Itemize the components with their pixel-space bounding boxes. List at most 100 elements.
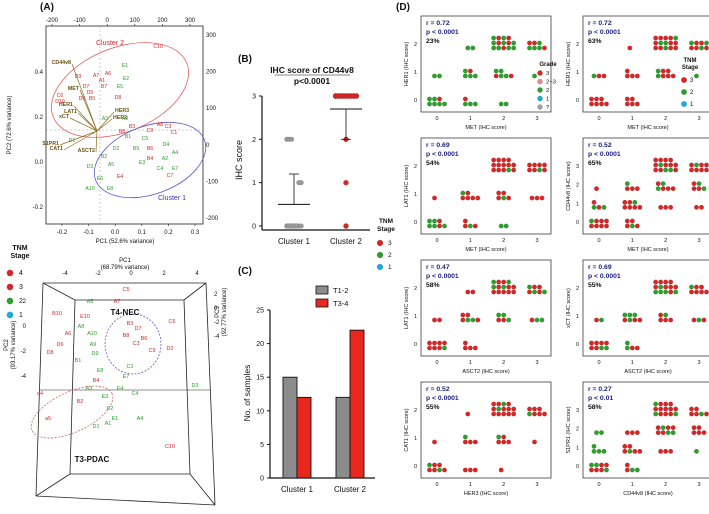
corr-data-point: [699, 167, 704, 173]
corr-data-point: [632, 204, 638, 210]
corr-data-point: [527, 289, 532, 295]
corr-data-point: [532, 73, 537, 79]
tnm-legend-d-title-line: Stage: [682, 65, 699, 71]
corr-data-point: [501, 284, 507, 290]
tnm-legend-a-swatch: [6, 283, 14, 291]
corr-data-point: [689, 40, 694, 46]
pca3d-sample-label: C10: [165, 444, 175, 450]
pca3d-sample-label: a4: [37, 391, 43, 397]
corr-data-point: [655, 181, 661, 187]
corr-data-point: [501, 411, 507, 417]
corr-data-point: [658, 401, 664, 407]
ihc-legend-swatch: [376, 251, 384, 259]
corr-data-point: [668, 448, 674, 454]
pca-x-tick-label: 0.2: [164, 230, 173, 236]
bar-legend-label: T3-4: [333, 299, 348, 308]
pca-sample-label: C1: [171, 130, 178, 136]
pca3d-sample-label: D6: [56, 342, 63, 348]
corr-data-point: [501, 439, 507, 445]
ihc-legend-swatch: [376, 263, 384, 271]
pca3d-box-edge: [35, 473, 71, 497]
corr-y-tick-label: 2: [414, 164, 417, 170]
corr-data-point: [427, 345, 432, 351]
pca3d-box-edge: [35, 495, 216, 506]
corr-x-axis-label: MET (IHC score): [465, 247, 506, 253]
corr-data-point: [498, 101, 504, 107]
pca3d-sample-label: E2: [107, 406, 114, 412]
pca3d-left-tick-label: 0: [23, 324, 27, 330]
corr-data-point: [532, 289, 537, 295]
pca3d-sample-label: A10: [87, 331, 97, 337]
corr-data-point: [653, 167, 659, 173]
corr-panel-frame: [582, 259, 709, 357]
ihc-category-label: Cluster 2: [330, 237, 363, 246]
corr-data-point: [653, 35, 659, 41]
corr-data-point: [511, 284, 517, 290]
tnm-legend-a-swatch: [6, 297, 14, 305]
pca-sample-label: B9: [133, 146, 139, 152]
loading-vector: [79, 89, 98, 132]
corr-data-point: [511, 162, 517, 168]
pca3d-top-tick-label: 4: [195, 271, 199, 277]
grade-legend-swatch: [537, 95, 543, 102]
corr-data-point: [501, 35, 507, 41]
corr-data-point: [694, 284, 699, 290]
pca-sample-label: C7: [167, 173, 174, 179]
pca-sample-label: D2: [113, 146, 120, 152]
ihc-y-tick-label: 2: [252, 137, 256, 144]
corr-data-point: [472, 345, 478, 351]
corr-data-point: [506, 40, 512, 46]
corr-data-point: [599, 96, 604, 102]
corr-data-point: [655, 68, 661, 74]
corr-data-point: [624, 340, 630, 346]
pca-sample-label: D7: [83, 84, 90, 90]
corr-data-point: [589, 462, 594, 468]
corr-percentage: 54%: [426, 160, 440, 167]
pca-x-tick-label: 0.1: [138, 230, 147, 236]
corr-data-point: [589, 218, 594, 224]
corr-data-point: [496, 45, 502, 51]
tnm-legend-a-label: 2: [19, 298, 23, 305]
corr-r-value: r = 0.69: [426, 142, 450, 149]
pca-sample-label: A4: [172, 150, 178, 156]
corr-data-point: [658, 162, 664, 168]
pca-sample-label: D5: [87, 90, 94, 96]
corr-data-point: [629, 186, 635, 192]
corr-data-point: [442, 340, 447, 346]
corr-data-point: [670, 73, 676, 79]
loading-vector: [96, 118, 113, 132]
corr-data-point: [591, 443, 597, 449]
pca-y-tick-label: 0.4: [35, 70, 44, 76]
corr-data-point: [634, 223, 640, 229]
corr-data-point: [432, 462, 437, 468]
corr-data-point: [503, 73, 509, 79]
corr-x-tick-label: 2: [502, 238, 505, 244]
pca-sample-label: D9: [75, 74, 82, 80]
corr-y-tick-label: 0: [414, 342, 417, 348]
corr-y-tick-label: 1: [414, 314, 417, 320]
tnm-legend-a-swatch: [6, 269, 14, 277]
corr-x-tick-label: 2: [502, 116, 505, 122]
pca-top-tick-label: -200: [46, 18, 59, 24]
corr-data-point: [658, 448, 664, 454]
corr-data-point: [537, 411, 542, 417]
corr-data-point: [467, 73, 473, 79]
ihc-y-tick-label: 0: [252, 224, 256, 231]
corr-data-point: [658, 284, 664, 290]
pca-sample-label: E5: [117, 84, 123, 90]
corr-p-value: p < 0.0001: [426, 395, 459, 402]
corr-data-point: [493, 68, 499, 74]
corr-data-point: [496, 401, 502, 407]
corr-y-tick-label: 2: [576, 427, 579, 433]
corr-data-point: [501, 40, 507, 46]
corr-percentage: 55%: [588, 282, 602, 289]
corr-data-point: [599, 218, 604, 224]
pca3d-box-edge: [189, 473, 216, 506]
corr-y-axis-label: HER1 (IHC score): [404, 42, 410, 86]
corr-data-point: [496, 40, 502, 46]
pca3d-right-tick-label: -2: [214, 320, 220, 326]
ihc-y-tick-label: 3: [252, 94, 256, 101]
pca-y-tick-label: -0.2: [33, 205, 44, 211]
corr-data-point: [653, 401, 659, 407]
